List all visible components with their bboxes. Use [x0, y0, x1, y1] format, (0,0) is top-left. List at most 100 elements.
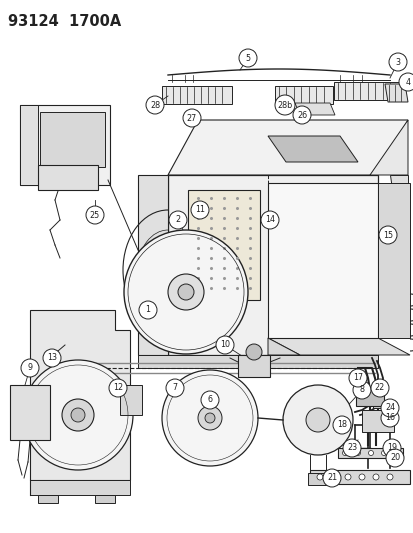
Text: 25: 25	[90, 211, 100, 220]
Polygon shape	[267, 338, 299, 355]
Circle shape	[380, 450, 386, 456]
Circle shape	[380, 399, 398, 417]
Bar	[10, 385, 50, 440]
Circle shape	[355, 450, 360, 456]
Text: 23: 23	[346, 443, 356, 453]
Circle shape	[109, 379, 127, 397]
Bar	[161, 86, 231, 104]
Circle shape	[274, 95, 294, 115]
Circle shape	[330, 474, 336, 480]
Circle shape	[352, 381, 370, 399]
Circle shape	[238, 49, 256, 67]
Text: 9: 9	[27, 364, 33, 373]
Text: 6: 6	[207, 395, 212, 405]
Text: 14: 14	[264, 215, 274, 224]
Bar	[274, 86, 332, 104]
Bar	[361, 410, 393, 432]
Circle shape	[378, 226, 396, 244]
Polygon shape	[138, 175, 168, 355]
Circle shape	[292, 106, 310, 124]
Text: 2: 2	[175, 215, 180, 224]
Circle shape	[168, 274, 204, 310]
Polygon shape	[30, 310, 130, 480]
Circle shape	[368, 450, 373, 456]
Circle shape	[372, 474, 378, 480]
Circle shape	[86, 206, 104, 224]
Text: 16: 16	[384, 414, 394, 423]
Circle shape	[43, 349, 61, 367]
Circle shape	[245, 344, 261, 360]
Text: 24: 24	[384, 403, 394, 413]
Circle shape	[388, 53, 406, 71]
Text: 12: 12	[113, 384, 123, 392]
Polygon shape	[384, 84, 407, 102]
Text: 8: 8	[358, 385, 363, 394]
Circle shape	[398, 73, 413, 91]
Text: 21: 21	[326, 473, 336, 482]
Circle shape	[332, 416, 350, 434]
Text: 28b: 28b	[277, 101, 292, 109]
Bar	[309, 470, 409, 484]
Circle shape	[169, 211, 187, 229]
Text: 27: 27	[186, 114, 197, 123]
Polygon shape	[30, 480, 130, 495]
Text: 10: 10	[219, 341, 230, 350]
Circle shape	[23, 360, 133, 470]
Circle shape	[190, 201, 209, 219]
Circle shape	[260, 211, 278, 229]
Circle shape	[370, 379, 388, 397]
Circle shape	[348, 369, 366, 387]
Circle shape	[166, 379, 183, 397]
Bar	[20, 105, 110, 185]
Text: 1: 1	[145, 305, 150, 314]
Circle shape	[282, 385, 352, 455]
Circle shape	[71, 408, 85, 422]
Bar	[168, 175, 377, 355]
Text: 19: 19	[386, 443, 396, 453]
Circle shape	[342, 439, 360, 457]
Text: 4: 4	[404, 77, 410, 86]
Polygon shape	[267, 136, 357, 162]
Polygon shape	[369, 120, 407, 175]
Circle shape	[139, 301, 157, 319]
Text: 18: 18	[336, 421, 346, 430]
Text: 26: 26	[296, 110, 306, 119]
Circle shape	[358, 474, 364, 480]
Polygon shape	[267, 338, 409, 355]
Text: 3: 3	[394, 58, 399, 67]
Circle shape	[344, 474, 350, 480]
Circle shape	[316, 474, 322, 480]
Circle shape	[201, 391, 218, 409]
Bar	[267, 183, 377, 338]
Circle shape	[161, 370, 257, 466]
Text: 17: 17	[352, 374, 362, 383]
Bar	[372, 400, 386, 408]
Text: 20: 20	[389, 454, 399, 463]
Circle shape	[322, 469, 340, 487]
Bar	[120, 385, 142, 415]
Polygon shape	[168, 120, 407, 175]
Circle shape	[146, 96, 164, 114]
Bar	[38, 165, 98, 190]
Polygon shape	[294, 103, 334, 115]
Polygon shape	[138, 355, 377, 368]
Bar	[333, 82, 401, 100]
Text: 28: 28	[150, 101, 160, 109]
Text: 13: 13	[47, 353, 57, 362]
Bar	[40, 112, 105, 167]
Bar	[237, 355, 269, 377]
Circle shape	[380, 409, 398, 427]
Circle shape	[183, 109, 201, 127]
Text: 22: 22	[374, 384, 384, 392]
Bar	[188, 190, 259, 300]
Circle shape	[124, 230, 247, 354]
Circle shape	[178, 284, 194, 300]
Polygon shape	[389, 175, 407, 210]
Circle shape	[382, 439, 400, 457]
Circle shape	[197, 406, 221, 430]
Text: 5: 5	[245, 53, 250, 62]
Circle shape	[204, 413, 214, 423]
Text: 11: 11	[195, 206, 204, 214]
Bar	[38, 495, 58, 503]
Circle shape	[216, 336, 233, 354]
